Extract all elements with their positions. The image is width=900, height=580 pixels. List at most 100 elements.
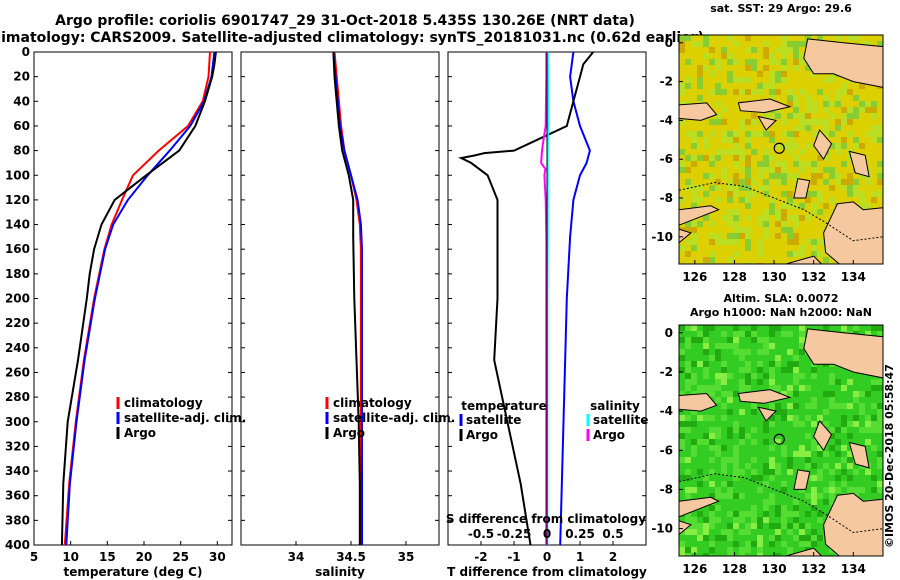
map-cell (829, 385, 835, 391)
map-cell (829, 149, 835, 155)
map-cell (757, 179, 763, 185)
map-cell (829, 209, 835, 215)
map-cell (775, 107, 781, 113)
map-cell (859, 373, 865, 379)
map-cell (775, 41, 781, 47)
map-cell (817, 83, 823, 89)
map-cell (817, 203, 823, 209)
map-cell (787, 209, 793, 215)
map-cell (733, 77, 739, 83)
difference-plot: -2 -1 0 1 2T difference from climatology-0.5… (446, 51, 648, 579)
map-cell (775, 173, 781, 179)
map-cell (811, 83, 817, 89)
map-cell (733, 131, 739, 137)
map-cell (751, 113, 757, 119)
map-cell (853, 179, 859, 185)
map-cell (787, 41, 793, 47)
y-tick-label: 340 (5, 464, 30, 478)
map-cell (733, 47, 739, 53)
map-cell (703, 379, 709, 385)
map-cell (727, 155, 733, 161)
map-cell (679, 179, 685, 185)
map-cell (763, 89, 769, 95)
map-cell (865, 451, 871, 457)
map-cell (871, 119, 877, 125)
map-cell (733, 355, 739, 361)
map-cell (841, 191, 847, 197)
map-cell (721, 41, 727, 47)
map-cell (781, 397, 787, 403)
map-cell (751, 47, 757, 53)
x-tick-label: 34.5 (336, 550, 366, 564)
map-cell (859, 481, 865, 487)
map-cell (805, 221, 811, 227)
map-cell (733, 487, 739, 493)
map-cell (733, 209, 739, 215)
map-cell (703, 523, 709, 529)
map-cell (751, 179, 757, 185)
map-cell (703, 35, 709, 41)
map-cell (763, 149, 769, 155)
map-cell (685, 257, 691, 263)
map-cell (721, 83, 727, 89)
map-cell (793, 505, 799, 511)
map-cell (763, 493, 769, 499)
map-cell (859, 101, 865, 107)
map-cell (817, 125, 823, 131)
map-cell (709, 41, 715, 47)
map-cell (691, 203, 697, 209)
map-cell (877, 161, 883, 167)
map-cell (679, 553, 685, 556)
map-cell (751, 89, 757, 95)
map-cell (745, 41, 751, 47)
map-cell (799, 355, 805, 361)
map-cell (847, 385, 853, 391)
map-cell (715, 415, 721, 421)
map-cell (799, 215, 805, 221)
map-cell (781, 95, 787, 101)
map-cell (733, 227, 739, 233)
map-cell (775, 529, 781, 535)
map-cell (733, 137, 739, 143)
map-cell (793, 493, 799, 499)
map-cell (715, 349, 721, 355)
map-cell (733, 433, 739, 439)
map-cell (703, 433, 709, 439)
map-cell (823, 197, 829, 203)
map-cell (709, 77, 715, 83)
map-cell (817, 239, 823, 245)
map-cell (805, 215, 811, 221)
legend-title: temperature (461, 399, 546, 413)
land-polygon (793, 469, 811, 490)
map-cell (793, 529, 799, 535)
map-cell (787, 433, 793, 439)
y-tick-label: 400 (5, 538, 30, 552)
map-cell (829, 427, 835, 433)
map-cell (805, 155, 811, 161)
map-cell (685, 373, 691, 379)
legend-entry: climatology (124, 396, 203, 410)
map-cell (757, 553, 763, 556)
map-cell (709, 89, 715, 95)
map-cell (859, 191, 865, 197)
map-cell (757, 367, 763, 373)
map-cell (709, 179, 715, 185)
map-cell (859, 107, 865, 113)
map-cell (709, 415, 715, 421)
map-cell (859, 475, 865, 481)
map-cell (733, 523, 739, 529)
map-cell (805, 95, 811, 101)
map-cell (811, 469, 817, 475)
map-cell (757, 457, 763, 463)
map-cell (871, 101, 877, 107)
map-cell (739, 385, 745, 391)
map-cell (703, 215, 709, 221)
map-cell (691, 95, 697, 101)
map-cell (877, 167, 883, 173)
map-cell (733, 101, 739, 107)
map-cell (811, 493, 817, 499)
map-cell (793, 403, 799, 409)
map-cell (847, 421, 853, 427)
map-cell (703, 179, 709, 185)
map-cell (715, 239, 721, 245)
